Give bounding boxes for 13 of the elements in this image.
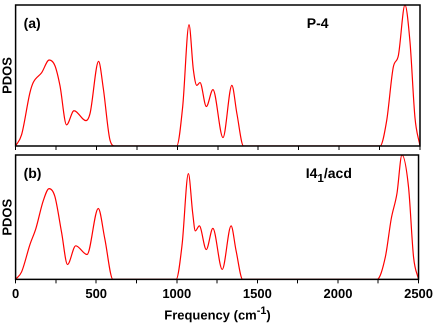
annotation: (a) [24,15,41,31]
x-tick-label: 2500 [404,286,433,301]
annotation: I4$_{1}$/acd [306,165,352,185]
x-tick-label: 1000 [162,286,192,301]
x-tick-label: 0 [12,286,20,301]
annotation: (b) [24,165,42,181]
x-tick-label: 1500 [242,286,272,301]
y-axis-title: PDOS [0,56,14,94]
x-tick-label: 500 [85,286,108,301]
annotation: P-4 [306,15,329,31]
x-tick-label: 2000 [323,286,352,301]
y-axis-title: PDOS [0,198,14,236]
x-axis-title: Frequency (cm$^{-1}$) [163,305,272,323]
